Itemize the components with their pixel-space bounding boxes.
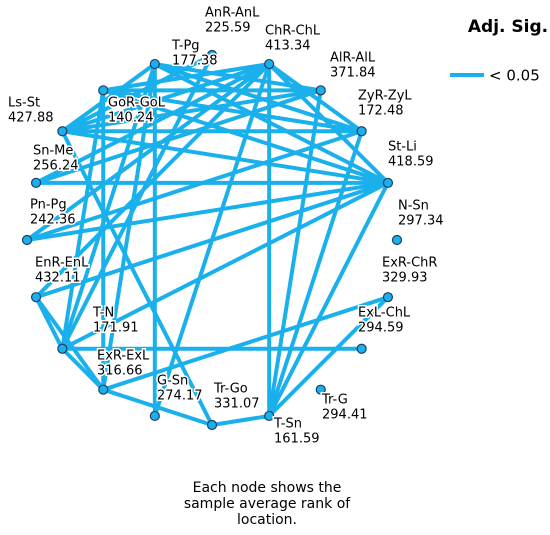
edge — [102, 88, 362, 134]
node-rank: 297.34 — [398, 214, 444, 229]
edge — [25, 62, 271, 242]
node-label: Ls-St — [8, 96, 40, 111]
node-rank: 331.07 — [214, 397, 260, 412]
node — [356, 126, 367, 137]
node-label: ExL-ChL — [358, 306, 411, 321]
node-rank: 329.93 — [382, 271, 428, 286]
edge — [211, 413, 270, 427]
node — [206, 419, 218, 431]
node — [264, 410, 275, 422]
node — [149, 58, 160, 70]
node-rank: 177.38 — [172, 54, 218, 69]
edge — [34, 295, 105, 391]
node-label: T-N — [92, 306, 114, 321]
edge — [26, 180, 389, 242]
node — [30, 292, 42, 303]
node-label: ExR-ChR — [382, 256, 437, 271]
node-rank: 316.66 — [97, 364, 143, 379]
node-rank: 161.59 — [274, 432, 320, 447]
node-label: ExR-ExL — [97, 349, 150, 364]
node-rank: 294.59 — [358, 321, 404, 336]
edge — [60, 130, 214, 426]
node-label: ChR-ChL — [265, 24, 321, 39]
edge — [102, 387, 213, 427]
node-label: T-Pg — [171, 39, 200, 54]
edge — [60, 63, 157, 350]
edge — [153, 62, 389, 185]
node-rank: 418.59 — [388, 155, 434, 170]
edge — [152, 63, 272, 417]
node — [382, 177, 394, 188]
edge — [101, 63, 157, 390]
node-label: T-Sn — [273, 417, 302, 432]
node-rank: 294.41 — [322, 408, 368, 423]
node — [264, 58, 275, 70]
edge — [267, 295, 390, 418]
edge — [267, 130, 364, 417]
node-label: ZyR-ZyL — [358, 89, 412, 104]
node — [98, 85, 109, 96]
node — [149, 410, 160, 422]
edge — [26, 129, 363, 242]
node-label: Tr-G — [321, 393, 348, 408]
node — [382, 292, 394, 303]
edge — [61, 53, 213, 134]
edge — [61, 62, 157, 133]
node — [57, 126, 68, 137]
legend-entry: < 0.05 — [489, 67, 540, 85]
node — [391, 234, 403, 246]
node-rank: 171.91 — [93, 321, 139, 336]
edge — [60, 54, 214, 350]
node-rank: 172.48 — [358, 104, 404, 119]
node-label: Sn-Me — [33, 144, 73, 159]
edge — [35, 62, 271, 185]
legend-title: Adj. Sig. — [468, 17, 548, 37]
node — [356, 343, 367, 354]
edge — [102, 62, 270, 93]
node-rank: 242.36 — [30, 213, 76, 228]
edge — [267, 181, 390, 417]
node-rank: 432.11 — [35, 271, 81, 286]
node — [315, 384, 326, 395]
node-rank: 427.88 — [8, 111, 54, 126]
edge — [267, 62, 363, 133]
node — [57, 343, 68, 354]
node-label: AlR-AlL — [330, 51, 376, 66]
node — [21, 234, 33, 246]
node-rank: 140.24 — [108, 111, 154, 126]
node — [98, 384, 109, 395]
edge — [61, 181, 389, 351]
node-rank: 256.24 — [33, 159, 79, 174]
node-label: Pn-Pg — [30, 198, 67, 213]
node-label: Tr-Go — [213, 382, 248, 397]
node — [30, 177, 42, 188]
node-label: EnR-EnL — [35, 256, 89, 271]
edge — [35, 88, 322, 185]
node-rank: 413.34 — [265, 39, 311, 54]
node-rank: 225.59 — [205, 21, 251, 36]
node-rank: 371.84 — [330, 66, 376, 81]
node — [206, 49, 218, 61]
edge — [60, 90, 106, 350]
node-label: St-Li — [388, 140, 417, 155]
footer-note: Each node shows the sample average rank … — [183, 480, 351, 528]
node-label: N-Sn — [398, 199, 429, 214]
node-label: GoR-GoL — [108, 96, 166, 111]
node-label: G-Sn — [157, 374, 188, 389]
edge — [34, 296, 65, 350]
edge — [102, 295, 389, 392]
node-rank: 274.17 — [157, 389, 203, 404]
edge — [267, 90, 323, 417]
node — [315, 85, 326, 96]
node-label: AnR-AnL — [205, 6, 260, 21]
edge — [62, 88, 322, 134]
